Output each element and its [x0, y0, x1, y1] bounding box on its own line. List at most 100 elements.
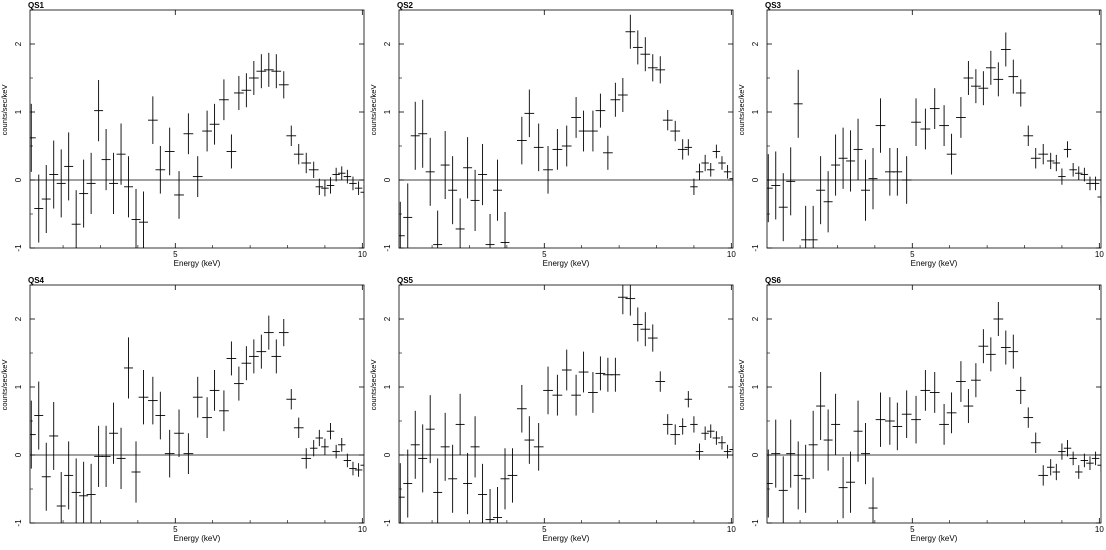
data-point	[1069, 451, 1077, 466]
data-point	[174, 409, 184, 458]
spectrum-panel-5: QS5 -1 0 1 2 5 10 Energy (keV) counts/sec/keV	[369, 276, 736, 543]
data-point	[1023, 125, 1034, 146]
y-tick-label: 0	[14, 177, 23, 182]
data-point	[578, 110, 589, 152]
data-point	[640, 312, 651, 347]
data-point	[286, 389, 297, 410]
data-point	[1008, 59, 1019, 94]
data-point	[49, 401, 59, 470]
data-point	[1091, 451, 1100, 466]
data-point	[911, 395, 921, 444]
data-point	[485, 214, 495, 248]
data-point	[771, 151, 781, 220]
data-point	[41, 165, 51, 234]
y-tick-label: 0	[14, 452, 23, 457]
data-point	[695, 443, 704, 460]
data-point	[131, 188, 141, 248]
data-point	[470, 416, 480, 478]
data-point	[767, 449, 773, 518]
data-point	[34, 174, 44, 243]
data-point	[30, 103, 36, 172]
y-axis-label: counts/sec/keV	[0, 85, 9, 136]
data-point	[183, 433, 194, 475]
data-point	[712, 144, 721, 159]
data-point	[524, 416, 535, 464]
data-point	[712, 431, 721, 445]
data-point	[801, 444, 811, 513]
data-point	[723, 444, 732, 459]
data-point	[662, 109, 673, 131]
data-point	[993, 62, 1004, 97]
data-point	[241, 73, 252, 108]
data-point	[86, 463, 96, 523]
data-point	[595, 93, 606, 128]
data-point	[632, 30, 643, 65]
data-point	[174, 171, 184, 219]
data-point	[552, 374, 563, 416]
data-point	[571, 374, 581, 416]
data-point	[248, 61, 259, 95]
y-tick-label: 1	[383, 384, 392, 389]
y-tick-label: 0	[751, 452, 760, 457]
data-point	[884, 397, 895, 445]
data-point	[552, 129, 563, 170]
data-point	[920, 108, 931, 150]
x-tick-label: 5	[173, 525, 178, 534]
data-point	[1063, 440, 1072, 457]
x-axis-label: Energy (keV)	[911, 534, 958, 543]
data-point	[868, 148, 878, 210]
data-point	[366, 172, 368, 186]
y-axis-label: counts/sec/keV	[369, 360, 378, 411]
data-point	[440, 131, 450, 200]
data-point	[278, 319, 289, 347]
plot-frame	[398, 284, 734, 524]
data-point	[338, 438, 346, 452]
data-point	[360, 458, 364, 472]
x-tick-label: 10	[1095, 525, 1104, 534]
data-point	[326, 423, 335, 440]
data-point	[116, 427, 126, 489]
data-point	[808, 205, 818, 248]
data-point	[56, 472, 66, 523]
data-point	[892, 402, 903, 451]
data-point	[155, 391, 166, 440]
panel-title: QS6	[765, 276, 782, 285]
y-tick-label: 2	[14, 316, 23, 321]
data-point	[1075, 166, 1083, 180]
x-axis-label: Energy (keV)	[174, 534, 221, 543]
data-point	[647, 324, 658, 352]
data-point	[219, 79, 229, 121]
data-point	[315, 429, 324, 447]
data-point	[463, 452, 473, 515]
data-point	[823, 171, 833, 233]
data-point	[41, 442, 51, 511]
data-point	[516, 116, 527, 165]
data-point	[71, 458, 81, 523]
data-point	[729, 442, 733, 457]
data-point	[241, 346, 252, 381]
data-point	[448, 156, 458, 225]
data-point	[838, 127, 848, 189]
data-point	[831, 134, 841, 196]
data-point	[610, 82, 621, 117]
data-point	[561, 125, 572, 167]
data-point	[690, 416, 698, 433]
data-point	[677, 139, 688, 160]
data-point	[263, 315, 274, 350]
data-point	[209, 370, 220, 411]
plot-frame	[398, 9, 734, 249]
data-point	[971, 363, 981, 398]
spectrum-panel-1: QS1 -1 0 1 2 5 10 Energy (keV) counts/sec/keV	[0, 1, 368, 268]
data-point	[455, 198, 465, 248]
x-tick-label: 10	[1095, 250, 1104, 259]
data-point	[1075, 465, 1083, 479]
data-point	[533, 423, 544, 471]
data-point	[1063, 141, 1072, 158]
data-point	[301, 152, 312, 174]
data-point	[911, 98, 921, 146]
data-point	[632, 307, 643, 342]
data-point	[524, 89, 535, 138]
data-point	[425, 395, 435, 464]
data-point	[301, 448, 312, 469]
data-points	[30, 52, 368, 248]
